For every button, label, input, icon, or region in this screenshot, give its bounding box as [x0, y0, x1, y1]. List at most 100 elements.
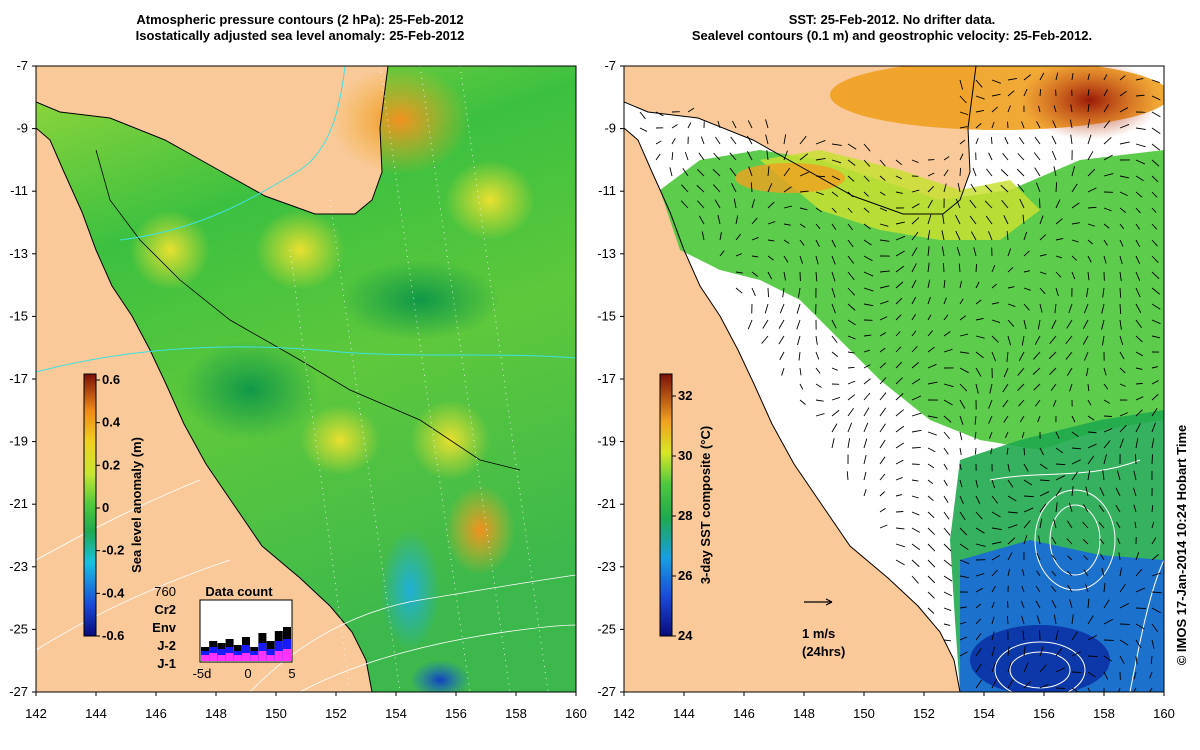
colorbar-tick-label: 0.4 — [102, 415, 121, 430]
velocity-arrow — [1036, 615, 1041, 625]
velocity-arrow — [991, 79, 1002, 84]
velocity-arrow — [1038, 105, 1041, 113]
lon-tick-label: 144 — [85, 706, 107, 721]
velocity-arrow — [731, 182, 737, 193]
velocity-arrow — [1119, 603, 1130, 609]
velocity-arrow — [1039, 491, 1050, 497]
velocity-arrow — [1118, 552, 1121, 561]
velocity-arrow — [1036, 552, 1041, 561]
velocity-arrow — [1103, 367, 1107, 376]
velocity-arrow — [1087, 399, 1092, 406]
lat-tick-label: -7 — [16, 58, 28, 73]
velocity-arrow — [895, 250, 905, 257]
velocity-arrow — [1087, 443, 1097, 449]
velocity-arrow — [1023, 535, 1028, 545]
velocity-arrow — [1023, 231, 1028, 241]
velocity-arrow — [831, 438, 835, 449]
velocity-arrow — [1151, 303, 1161, 310]
velocity-arrow — [895, 494, 903, 497]
left-title-line1: Atmospheric pressure contours (2 hPa): 2… — [136, 12, 464, 27]
velocity-arrow — [959, 543, 969, 550]
colorbar-tick-label: -0.2 — [102, 543, 124, 558]
geostrophic-velocity-arrows — [639, 72, 1162, 692]
velocity-arrow — [1034, 335, 1041, 345]
velocity-arrow — [799, 171, 809, 177]
velocity-arrow — [1070, 104, 1073, 113]
velocity-arrow — [959, 606, 967, 609]
lat-tick-label: -17 — [9, 371, 28, 386]
velocity-arrow — [1087, 598, 1090, 609]
velocity-arrow — [1087, 89, 1090, 97]
velocity-arrow — [974, 431, 977, 440]
left-low-blob — [340, 260, 500, 340]
left-yellow-blob — [445, 160, 535, 240]
velocity-arrow — [975, 543, 986, 547]
velocity-arrow — [815, 367, 821, 374]
velocity-arrow — [1017, 367, 1025, 376]
velocity-arrow — [911, 479, 919, 482]
velocity-arrow — [1135, 396, 1144, 401]
velocity-arrow — [1034, 167, 1041, 177]
right-title-line1: SST: 25-Feb-2012. No drifter data. — [788, 12, 996, 27]
velocity-arrow — [1017, 153, 1025, 161]
velocity-arrow — [879, 407, 887, 417]
velocity-arrow — [1149, 671, 1153, 679]
velocity-arrow — [1039, 198, 1041, 209]
velocity-arrow — [911, 543, 921, 551]
velocity-arrow — [1151, 454, 1154, 465]
velocity-arrow — [1007, 662, 1012, 673]
velocity-arrow — [975, 663, 982, 673]
velocity-arrow — [1023, 495, 1034, 498]
velocity-arrow — [1151, 255, 1159, 264]
velocity-arrow — [831, 191, 839, 197]
velocity-arrow — [1065, 351, 1073, 360]
velocity-arrow — [1000, 169, 1009, 177]
velocity-arrow — [1103, 74, 1108, 81]
velocity-arrow — [1101, 303, 1105, 314]
velocity-arrow — [1039, 479, 1050, 482]
velocity-arrow — [846, 471, 849, 481]
velocity-arrow — [847, 303, 856, 311]
velocity-arrow — [1083, 555, 1089, 561]
velocity-arrow — [1135, 207, 1141, 214]
lat-tick-label: -15 — [9, 308, 28, 323]
velocity-arrow — [988, 399, 993, 409]
velocity-arrow — [1007, 463, 1010, 472]
left-shelf-contour — [95, 149, 521, 471]
velocity-arrow — [895, 297, 903, 305]
left-longitude-labels: 142 144 146 148 150 152 154 156 158 160 — [25, 692, 587, 721]
lat-tick-label: -25 — [9, 621, 28, 636]
velocity-arrow — [943, 495, 949, 503]
velocity-arrow — [815, 223, 821, 230]
velocity-arrow — [1083, 569, 1089, 577]
velocity-arrow — [989, 383, 993, 394]
velocity-arrow — [712, 184, 721, 193]
velocity-arrow — [1039, 646, 1044, 657]
lon-tick-label: 160 — [1153, 706, 1175, 721]
velocity-arrow — [911, 559, 920, 568]
histogram-bar-j2 — [217, 655, 226, 661]
velocity-arrow — [1055, 182, 1058, 193]
velocity-arrow — [1087, 239, 1093, 245]
velocity-arrow — [1119, 351, 1125, 360]
velocity-arrow — [911, 378, 921, 385]
velocity-arrow — [895, 314, 902, 321]
velocity-arrow — [831, 303, 836, 314]
velocity-arrow — [863, 255, 873, 262]
velocity-arrow — [991, 646, 996, 657]
velocity-arrow — [943, 331, 951, 337]
velocity-arrow — [1004, 431, 1009, 439]
velocity-arrow — [1135, 143, 1146, 148]
velocity-arrow — [879, 332, 887, 337]
velocity-arrow — [1065, 335, 1073, 345]
velocity-arrow — [1151, 623, 1159, 633]
velocity-arrow — [1082, 319, 1089, 330]
velocity-arrow — [1087, 255, 1092, 263]
velocity-arrow — [831, 351, 839, 357]
velocity-scale-key: 1 m/s (24hrs) — [802, 598, 845, 659]
velocity-arrow — [783, 255, 789, 263]
velocity-arrow — [1151, 591, 1162, 594]
histogram-bar-j2 — [283, 649, 291, 661]
velocity-arrow — [1151, 607, 1161, 614]
velocity-arrow — [863, 392, 871, 401]
